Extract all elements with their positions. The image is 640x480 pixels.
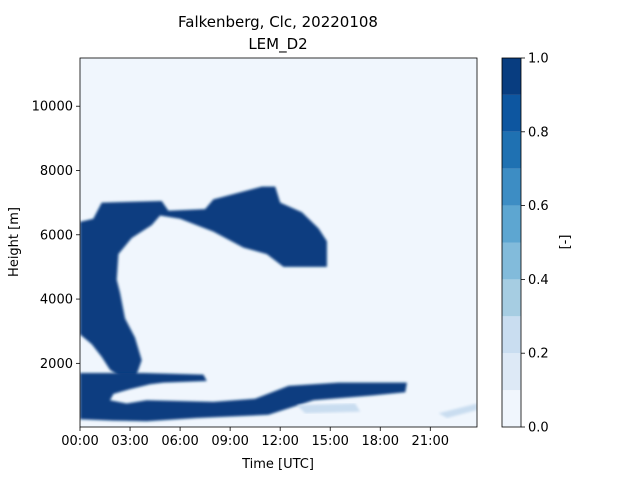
colorbar-tick-label: 0.0 <box>528 421 549 436</box>
colorbar-segment <box>502 168 521 206</box>
colorbar <box>501 57 522 428</box>
y-axis-label: Height [m] <box>7 207 22 277</box>
colorbar-tick-label: 0.6 <box>528 199 549 214</box>
y-tick-label: 6000 <box>40 228 73 243</box>
colorbar-tick-label: 0.8 <box>528 125 549 140</box>
x-tick-label: 21:00 <box>412 434 449 449</box>
cloud-region-upper-cloud-arc <box>80 186 327 383</box>
y-axis: 2000 4000 6000 8000 10000 <box>32 100 80 372</box>
y-tick-label: 10000 <box>32 100 73 115</box>
x-axis-label: Time [UTC] <box>241 457 314 472</box>
colorbar-segment <box>502 58 521 95</box>
colorbar-tick-label: 1.0 <box>528 52 549 67</box>
x-tick-label: 12:00 <box>261 434 298 449</box>
x-tick-label: 06:00 <box>161 434 198 449</box>
x-tick-label: 03:00 <box>111 434 148 449</box>
x-tick-label: 18:00 <box>362 434 399 449</box>
colorbar-segment <box>502 353 521 391</box>
colorbar-frame <box>501 57 522 428</box>
x-axis: 00:00 03:00 06:00 09:00 12:00 15:00 18:00 21:00 <box>61 427 449 449</box>
colorbar-tick-label: 0.2 <box>528 347 549 362</box>
cloud-region-faint-low-cloud <box>296 403 361 414</box>
y-tick-label: 2000 <box>40 357 73 372</box>
colorbar-segment <box>502 390 521 427</box>
y-tick-label: 8000 <box>40 164 73 179</box>
colorbar-segment <box>502 205 521 243</box>
cloud-region-lower-cloud-band <box>80 373 407 422</box>
colorbar-segment <box>502 316 521 354</box>
x-tick-label: 09:00 <box>211 434 248 449</box>
x-tick-label: 15:00 <box>311 434 348 449</box>
colorbar-segment <box>502 242 521 280</box>
colorbar-tick-label: 0.4 <box>528 273 549 288</box>
chart-title: Falkenberg, Clc, 20220108 <box>178 13 378 31</box>
colorbar-segment <box>502 131 521 169</box>
plot-area <box>79 57 478 428</box>
colorbar-segment <box>502 94 521 132</box>
colorbar-axis: 0.0 0.2 0.4 0.6 0.8 1.0 <box>521 52 549 436</box>
colorbar-label: [-] <box>558 235 573 250</box>
y-tick-label: 4000 <box>40 293 73 308</box>
cloud-region-faint-low-cloud-right <box>438 403 477 418</box>
chart-subtitle: LEM_D2 <box>248 35 307 54</box>
x-tick-label: 00:00 <box>61 434 98 449</box>
plot-frame <box>79 57 478 428</box>
colorbar-segment <box>502 279 521 317</box>
